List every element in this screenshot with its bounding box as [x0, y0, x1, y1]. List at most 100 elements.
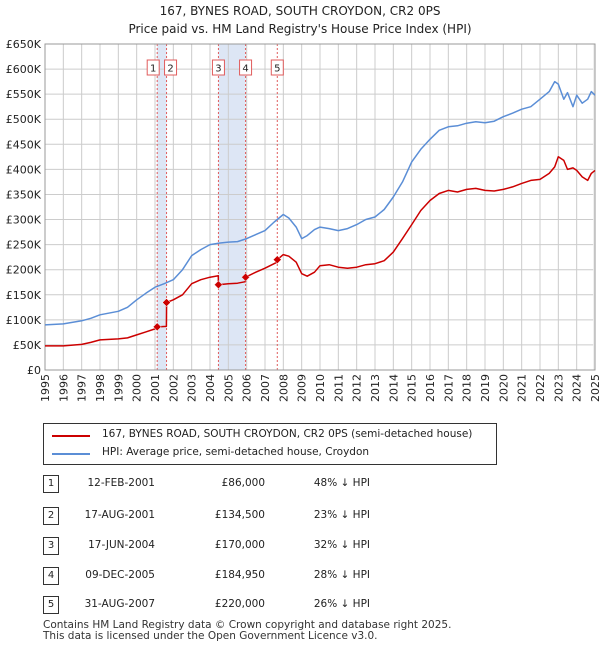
- transaction-date: 31-AUG-2007: [84, 598, 155, 610]
- sale-label-text: 3: [215, 64, 221, 75]
- sale-label-box: [146, 59, 160, 76]
- y-tick-label: £650K: [6, 38, 42, 51]
- legend-label-hpi: HPI: Average price, semi-detached house,…: [102, 446, 370, 458]
- plot-frame: [44, 43, 596, 371]
- x-tick-label: 2015: [406, 374, 419, 402]
- x-tick-label: 2011: [332, 374, 345, 402]
- x-tick-label: 2007: [259, 374, 272, 402]
- sale-label-5: 5: [270, 59, 284, 76]
- x-tick-label: 2019: [479, 374, 492, 402]
- y-tick-label: £400K: [6, 163, 42, 176]
- y-tick-label: £350K: [6, 188, 42, 201]
- sale-label-text: 2: [167, 64, 173, 75]
- sale-point: [241, 272, 250, 282]
- property-series-line: [45, 156, 596, 347]
- x-tick-label: 2002: [167, 374, 180, 402]
- table-row: 5 31-AUG-2007 £220,000 26% ↓ HPI: [0, 596, 600, 618]
- sale-point: [272, 255, 282, 265]
- x-tick-label: 2018: [461, 374, 474, 402]
- x-tick-label: 2004: [204, 374, 217, 402]
- y-tick-label: £0: [27, 364, 41, 377]
- footer-licence: This data is licensed under the Open Gov…: [43, 630, 378, 642]
- chart-subtitle: Price paid vs. HM Land Registry's House …: [128, 22, 472, 36]
- x-tick-label: 2024: [571, 374, 584, 402]
- transaction-date: 09-DEC-2005: [85, 569, 155, 581]
- legend-label-property: 167, BYNES ROAD, SOUTH CROYDON, CR2 0PS …: [102, 428, 473, 440]
- x-tick-label: 2003: [186, 374, 199, 402]
- table-row: 2 17-AUG-2001 £134,500 23% ↓ HPI: [0, 507, 600, 529]
- legend-swatch-property: [52, 435, 90, 437]
- chart-legend: 167, BYNES ROAD, SOUTH CROYDON, CR2 0PS …: [43, 423, 497, 465]
- transaction-hpi: 23% ↓ HPI: [313, 509, 370, 521]
- x-tick-label: 2025: [589, 374, 600, 402]
- y-tick-label: £450K: [6, 138, 42, 151]
- sale-label-3: 3: [211, 59, 225, 76]
- table-row: 4 09-DEC-2005 £184,950 28% ↓ HPI: [0, 567, 600, 589]
- transaction-badge: 2: [43, 507, 59, 525]
- x-tick-label: 2016: [424, 374, 437, 402]
- transaction-date: 12-FEB-2001: [87, 477, 155, 489]
- sale-label-4: 4: [239, 59, 253, 76]
- sale-label-text: 1: [150, 64, 156, 75]
- sale-label-text: 4: [242, 64, 248, 75]
- transaction-price: £134,500: [214, 509, 265, 521]
- x-tick-label: 2010: [314, 374, 327, 402]
- x-tick-label: 2014: [387, 374, 400, 402]
- x-tick-label: 1995: [39, 374, 52, 402]
- footer-copyright: Contains HM Land Registry data © Crown c…: [43, 619, 452, 631]
- transaction-price: £86,000: [221, 477, 265, 489]
- y-tick-label: £550K: [6, 88, 42, 101]
- chart-title: 167, BYNES ROAD, SOUTH CROYDON, CR2 0PS: [159, 4, 441, 18]
- shaded-band: [218, 44, 246, 370]
- sale-label-box: [270, 59, 284, 76]
- sale-label-1: 1: [146, 59, 160, 76]
- x-tick-label: 2020: [497, 374, 510, 402]
- transaction-badge: 5: [43, 596, 59, 614]
- legend-swatch-hpi: [52, 453, 90, 455]
- forecast-region: [593, 44, 595, 370]
- y-tick-label: £250K: [6, 239, 42, 252]
- shaded-band: [157, 44, 167, 370]
- y-tick-label: £100K: [6, 314, 42, 327]
- x-tick-label: 2008: [277, 374, 290, 402]
- x-tick-label: 2022: [534, 374, 547, 402]
- transaction-date: 17-JUN-2004: [88, 539, 155, 551]
- sale-label-box: [211, 59, 225, 76]
- table-row: 3 17-JUN-2004 £170,000 32% ↓ HPI: [0, 537, 600, 559]
- transaction-price: £170,000: [214, 539, 265, 551]
- transaction-hpi: 48% ↓ HPI: [313, 477, 370, 489]
- transaction-badge: 3: [43, 537, 59, 555]
- hpi-series-line: [44, 80, 596, 326]
- sale-label-box: [239, 59, 253, 76]
- y-tick-label: £50K: [13, 339, 42, 352]
- table-row: 1 12-FEB-2001 £86,000 48% ↓ HPI: [0, 475, 600, 497]
- sale-point: [152, 322, 162, 332]
- x-tick-label: 1998: [94, 374, 107, 402]
- x-tick-label: 2009: [296, 374, 309, 402]
- x-tick-label: 2012: [351, 374, 364, 402]
- sale-point: [162, 298, 171, 307]
- y-tick-label: £500K: [6, 113, 42, 126]
- x-tick-label: 2017: [442, 374, 455, 402]
- x-tick-label: 2023: [552, 374, 565, 402]
- sale-label-box: [164, 59, 178, 76]
- sale-label-text: 5: [274, 64, 280, 75]
- x-tick-label: 2013: [369, 374, 382, 402]
- transaction-date: 17-AUG-2001: [84, 509, 155, 521]
- transaction-price: £184,950: [214, 569, 265, 581]
- x-tick-label: 1996: [57, 374, 70, 402]
- x-tick-label: 2000: [131, 374, 144, 402]
- x-tick-label: 2001: [149, 374, 162, 402]
- transaction-hpi: 28% ↓ HPI: [313, 569, 370, 581]
- x-tick-label: 1997: [76, 374, 89, 402]
- transaction-badge: 4: [43, 567, 59, 585]
- transaction-hpi: 32% ↓ HPI: [313, 539, 370, 551]
- x-tick-label: 2021: [516, 374, 529, 402]
- x-tick-label: 2005: [222, 374, 235, 402]
- x-tick-label: 1999: [112, 374, 125, 402]
- y-tick-label: £600K: [6, 63, 42, 76]
- transaction-price: £220,000: [214, 598, 265, 610]
- sale-point: [214, 280, 223, 290]
- sale-label-2: 2: [164, 59, 178, 76]
- y-tick-label: £150K: [6, 289, 42, 302]
